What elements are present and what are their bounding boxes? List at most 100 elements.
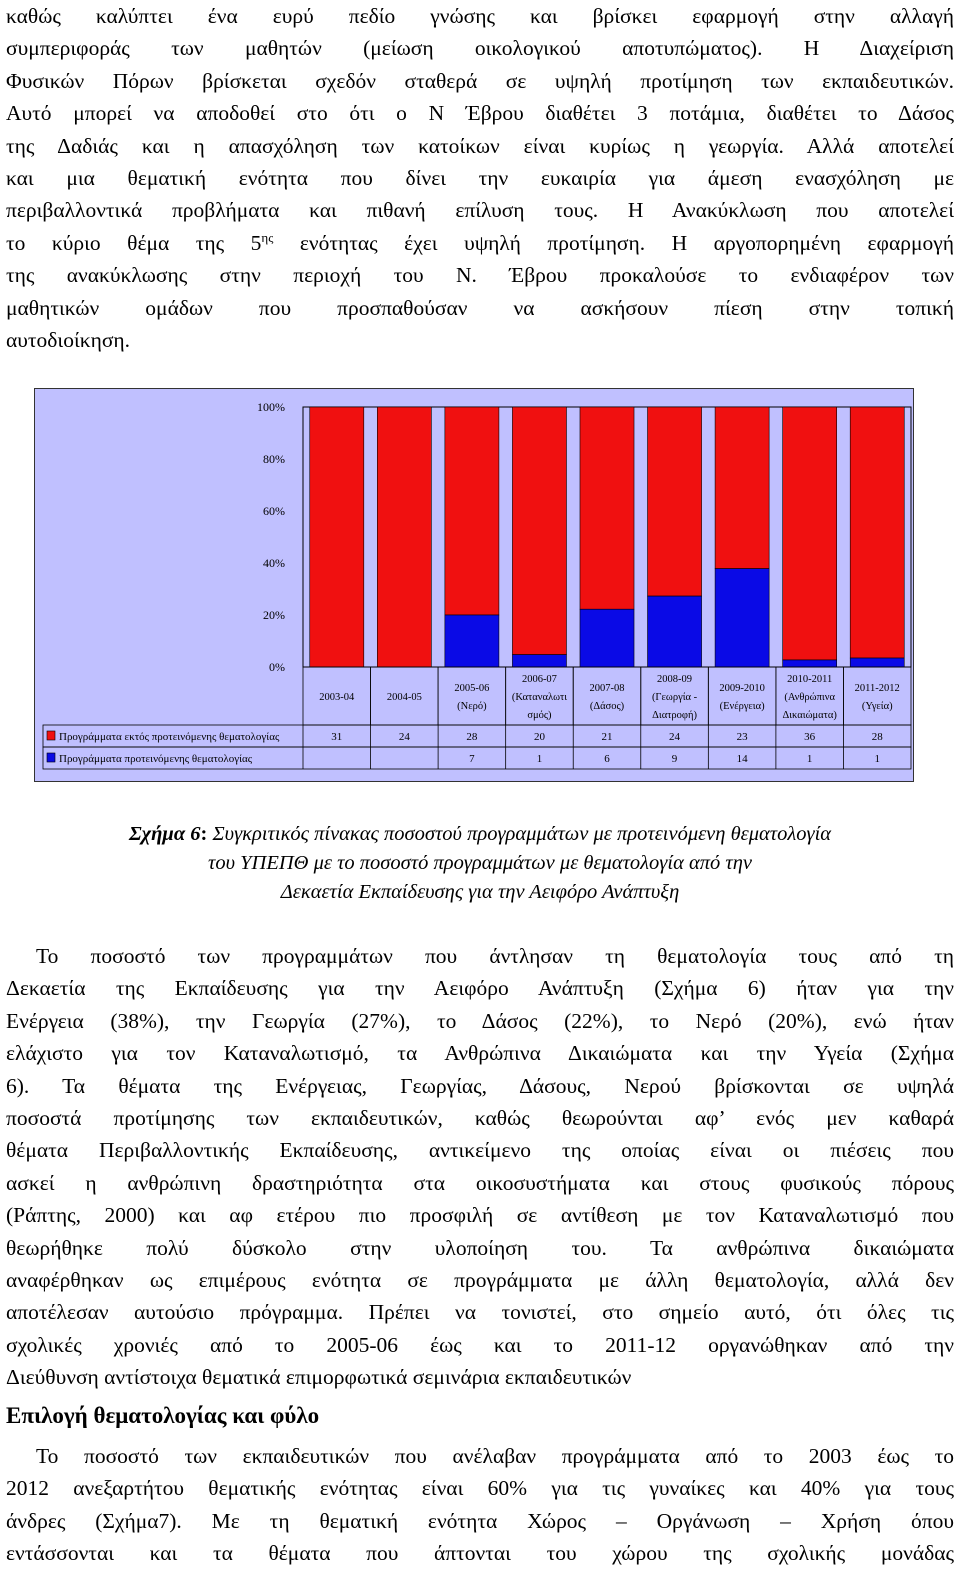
text-line: Ενέργεια (38%), την Γεωργία (27%), το Δά…	[6, 1008, 954, 1033]
y-tick-label: 0%	[269, 660, 285, 674]
caption-colon: :	[200, 823, 208, 845]
text-line: Το ποσοστό των προγραμμάτων που άντλησαν…	[36, 944, 954, 968]
bar-segment-outside	[782, 406, 837, 661]
text-line: της Δαδιάς και η απασχόληση των κατοίκων…	[6, 133, 954, 158]
data-label: 23	[737, 731, 749, 743]
bar-segment-proposed	[512, 654, 567, 668]
bar-segment-outside	[647, 406, 702, 597]
text-line: 2012 ανεξαρτήτου θεματικής ενότητας είνα…	[6, 1476, 954, 1501]
caption-line: Σχήμα 6: Συγκριτικός πίνακας ποσοστού πρ…	[0, 820, 960, 849]
x-tick-label: 2008-09	[657, 674, 692, 685]
bar-segment-outside	[444, 406, 500, 616]
text-line: Φυσικών Πόρων βρίσκεται σχεδόν σταθερά σ…	[6, 68, 954, 93]
data-label: 28	[466, 731, 478, 743]
text-line: Διεύθυνση αντίστοιχα θεματικά επιμορφωτι…	[6, 1365, 632, 1390]
data-label: 9	[672, 753, 678, 765]
x-tick-label: (Δάσος)	[590, 701, 625, 712]
x-tick-label: (Υγεία)	[862, 701, 893, 712]
figure-caption: Σχήμα 6: Συγκριτικός πίνακας ποσοστού πρ…	[0, 820, 960, 907]
x-tick-label: (Ανθρώπινα	[784, 692, 835, 703]
caption-line: Δεκαετία Εκπαίδευσης για την Αειφόρο Ανά…	[280, 881, 680, 903]
text-line: ποσοστά προτίμησης των εκπαιδευτικών, κα…	[6, 1106, 954, 1131]
text-line: αποτέλεσαν αυτούσιο πρόγραμμα. Πρέπει να…	[6, 1300, 954, 1325]
bar-segment-outside	[309, 406, 365, 668]
data-label: 24	[669, 731, 681, 743]
x-tick-label: 2010-2011	[787, 674, 832, 685]
caption-line: του ΥΠΕΠΘ με το ποσοστό προγραμμάτων με …	[208, 852, 752, 874]
bar-segment-proposed	[579, 608, 635, 668]
bar-segment-proposed	[444, 614, 500, 668]
text-line: περιβαλλοντικά προβλήματα και πιθανή επί…	[6, 198, 954, 223]
text-line: θεωρήθηκε πολύ δύσκολο στην υλοποίηση το…	[6, 1235, 954, 1260]
x-tick-label: Δικαιώματα)	[782, 710, 837, 721]
data-label: 24	[399, 731, 411, 743]
text-fragment: το κύριο θέμα της 5	[6, 230, 262, 255]
text-line: σχολικές χρονιές από το 2005-06 έως και …	[6, 1332, 954, 1357]
x-tick-label: (Νερό)	[457, 701, 487, 712]
table-header-cell	[437, 666, 507, 726]
x-tick-label: 2006-07	[522, 674, 557, 685]
bar-segment-outside	[714, 406, 770, 569]
x-tick-label: σμός)	[527, 710, 552, 721]
text-line: Το ποσοστό των εκπαιδευτικών που ανέλαβα…	[36, 1444, 954, 1468]
y-tick-label: 40%	[263, 556, 285, 570]
data-label: 20	[534, 731, 546, 743]
data-label: 6	[604, 753, 610, 765]
text-line: θέματα Περιβαλλοντικής Εκπαίδευσης, αντι…	[6, 1138, 954, 1163]
table-header-cell	[572, 666, 642, 726]
x-tick-label: 2003-04	[319, 692, 355, 703]
text-line: καθώς καλύπτει ένα ευρύ πεδίο γνώσης και…	[6, 4, 954, 28]
text-line: Δεκαετία της Εκπαίδευσης για την Αειφόρο…	[6, 976, 954, 1001]
x-tick-label: (Καταναλωτι	[512, 692, 567, 703]
paragraph-results: Το ποσοστό των προγραμμάτων που άντλησαν…	[6, 940, 954, 1394]
bar-segment-proposed	[782, 659, 837, 668]
paragraph-intro: καθώς καλύπτει ένα ευρύ πεδίο γνώσης και…	[6, 0, 954, 356]
text-line: αναφέρθηκαν ως επιμέρους ενότητα σε προγ…	[6, 1268, 954, 1293]
data-label: 1	[537, 753, 543, 765]
bar-segment-proposed	[849, 657, 905, 668]
table-row	[42, 746, 912, 770]
caption-label: Σχήμα 6	[128, 823, 201, 845]
text-line: συμπεριφοράς των μαθητών (μείωση οικολογ…	[6, 36, 954, 61]
paragraph-gender: Το ποσοστό των εκπαιδευτικών που ανέλαβα…	[6, 1440, 954, 1570]
legend-swatch	[46, 752, 56, 763]
text-line: και μια θεματική ενότητα που δίνει την ε…	[6, 166, 954, 191]
data-label: 36	[804, 731, 816, 743]
data-label: 21	[602, 731, 613, 743]
text-line: ελάχιστο για τον Καταναλωτισμό, τα Ανθρώ…	[6, 1041, 954, 1066]
caption-text: Συγκριτικός πίνακας ποσοστού προγραμμάτω…	[207, 823, 832, 845]
superscript: ης	[261, 229, 274, 245]
x-tick-label: (Γεωργία -	[652, 692, 698, 703]
x-tick-label: 2005-06	[454, 683, 489, 694]
text-line: ασκεί η ανθρώπινη δραστηριότητα στα οικο…	[6, 1170, 954, 1195]
chart-figure: 100% 80% 60% 40% 20% 0% 2003-04 2004-05 2005-06 (…	[34, 388, 914, 782]
x-tick-label: Διατροφή)	[652, 710, 697, 721]
text-line: 6). Τα θέματα της Ενέργειας, Γεωργίας, Δ…	[6, 1073, 954, 1098]
x-tick-label: (Ενέργεια)	[720, 701, 766, 712]
data-label: 14	[737, 753, 749, 765]
text-line: άνδρες (Σχήμα7). Με τη θεματική ενότητα …	[6, 1508, 954, 1533]
text-line: αυτοδιοίκηση.	[6, 328, 131, 353]
table-header-cell	[843, 666, 912, 726]
bar-segment-proposed	[714, 568, 770, 668]
text-fragment: ενότητας έχει υψηλή προτίμηση. Η αργοπορ…	[273, 230, 954, 255]
text-line: (Ράπτης, 2000) και αφ ετέρου πιο προσφιλ…	[6, 1203, 954, 1228]
x-tick-label: 2004-05	[387, 692, 422, 703]
y-tick-label: 20%	[263, 608, 285, 622]
bar-segment-outside	[377, 406, 432, 668]
data-label: 28	[872, 731, 884, 743]
legend-label: Προγράμματα προτεινόμενης θεματολογίας	[59, 753, 253, 765]
y-tick-label: 60%	[263, 504, 285, 518]
section-heading: Επιλογή θεματολογίας και φύλο	[6, 1403, 320, 1428]
text-line: μαθητικών ομάδων που προσπαθούσαν να ασκ…	[6, 295, 954, 320]
table-header-cell	[707, 666, 777, 726]
x-tick-label: 2009-2010	[719, 683, 765, 694]
bar-segment-proposed	[647, 595, 702, 668]
text-line: εντάσσονται και τα θέματα που άπτονται τ…	[6, 1541, 954, 1566]
data-label: 7	[469, 753, 475, 765]
data-label: 1	[807, 753, 813, 765]
bar-segment-outside	[849, 406, 905, 659]
text-line: Αυτό μπορεί να αποδοθεί στο ότι ο Ν Έβρο…	[6, 101, 954, 126]
text-line: της ανακύκλωσης στην περιοχή του Ν. Έβρο…	[6, 263, 954, 288]
bar-segment-outside	[512, 406, 567, 655]
